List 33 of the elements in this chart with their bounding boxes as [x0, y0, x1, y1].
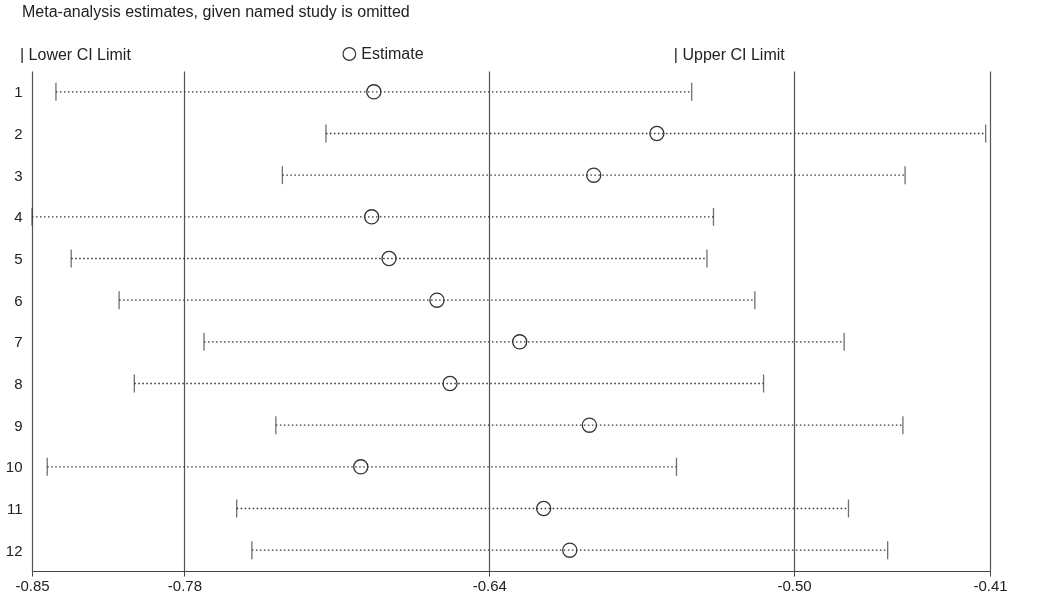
legend-label: Estimate	[361, 45, 424, 62]
y-tick-label: 4	[14, 208, 23, 226]
point	[429, 292, 445, 308]
y-tick-label: 8	[14, 375, 23, 392]
point	[363, 209, 380, 225]
y-tick-label: 6	[14, 291, 23, 309]
x-tick-label: -0.85	[15, 576, 50, 594]
x-tick-label: -0.78	[167, 576, 203, 594]
chart-title: Meta-analysis estimates, given named study is omitted	[22, 3, 410, 20]
x-tick-label: -0.50	[777, 576, 812, 594]
point	[511, 334, 528, 350]
point	[581, 417, 598, 433]
y-tick-label: 11	[6, 500, 23, 517]
y-tick-label: 12	[5, 541, 23, 559]
y-tick-label: 2	[14, 125, 23, 142]
y-tick-label: 10	[5, 458, 23, 476]
y-tick-label: 9	[14, 416, 23, 434]
y-tick-label: 1	[14, 83, 23, 101]
x-tick-label: -0.41	[973, 576, 1008, 594]
point	[442, 375, 458, 392]
x-tick-label: -0.64	[472, 576, 507, 594]
text: | Upper CI Limit	[673, 46, 786, 63]
point	[649, 125, 665, 142]
point	[366, 84, 382, 100]
text: | Lower CI Limit	[20, 46, 132, 63]
y-tick-label: 3	[14, 166, 23, 184]
point	[353, 459, 369, 475]
point	[535, 500, 552, 517]
point	[381, 250, 397, 267]
y-tick-label: 7	[14, 333, 23, 351]
point	[562, 542, 578, 558]
y-tick-label: 5	[14, 250, 23, 267]
point	[586, 167, 602, 183]
